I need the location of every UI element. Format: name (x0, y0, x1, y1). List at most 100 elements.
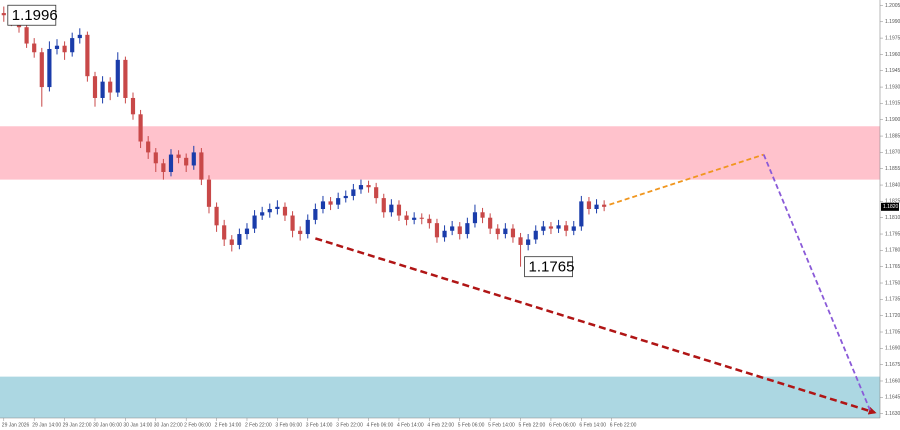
candle-body (579, 201, 584, 227)
candle-body (123, 59, 128, 98)
x-tick-label: 29 Jan 14:00 (32, 422, 61, 428)
candle-body (176, 154, 181, 158)
y-tick-label: 1.1945 (885, 68, 900, 74)
candle-body (32, 43, 37, 53)
candle-body (138, 114, 143, 142)
candle-body (184, 157, 189, 166)
x-tick-label: 30 Jan 06:00 (93, 422, 122, 428)
candle-body (24, 27, 29, 44)
y-tick-label: 1.1780 (885, 248, 900, 254)
candle-body (450, 226, 455, 231)
x-tick-label: 4 Feb 06:00 (367, 422, 394, 428)
forecast-arrow (762, 154, 871, 411)
y-tick-label: 1.1765 (885, 264, 900, 270)
candle-body (252, 215, 257, 229)
y-tick-label: 1.1630 (885, 411, 900, 417)
candle-body (442, 230, 447, 238)
candle-body (526, 239, 531, 245)
candle-body (130, 97, 136, 115)
candle-body (77, 34, 82, 39)
candle-body (336, 198, 341, 205)
candle-body (503, 228, 508, 235)
y-tick-label: 1.2005 (885, 3, 900, 9)
x-tick-label: 4 Feb 22:00 (427, 422, 454, 428)
candle-body (480, 212, 485, 218)
y-tick-label: 1.1930 (885, 84, 900, 90)
x-tick-label: 6 Feb 06:00 (549, 422, 576, 428)
forecast-arrow (609, 153, 765, 206)
candle-body (214, 206, 219, 226)
candle-body (260, 212, 265, 216)
candle-body (472, 212, 478, 224)
y-tick-label: 1.1870 (885, 150, 900, 156)
candle-body (222, 225, 227, 240)
price-label: 1.1765 (529, 259, 575, 276)
candle-body (343, 195, 348, 199)
y-tick-label: 1.1960 (885, 52, 900, 58)
candle-body (100, 81, 105, 98)
candle-body (427, 218, 432, 224)
y-tick-label: 1.1750 (885, 280, 900, 286)
y-tick-label: 1.1720 (885, 313, 900, 319)
last-price-label: 1.1820 (883, 204, 899, 210)
y-tick-label: 1.1855 (885, 166, 900, 172)
price-label-box (7, 4, 57, 26)
candle-body (92, 76, 98, 98)
candle-body (510, 228, 516, 238)
candle-body (237, 234, 242, 245)
y-tick-label: 1.1645 (885, 395, 900, 401)
candle-body (419, 217, 424, 219)
y-tick-label: 1.1990 (885, 19, 900, 25)
forecast-arrow (314, 237, 877, 415)
candle-body (229, 239, 234, 245)
candle-body (206, 179, 212, 207)
candle-body (518, 237, 523, 245)
candle-body (146, 141, 151, 153)
candle-body (161, 163, 166, 172)
y-tick-label: 1.1705 (885, 329, 900, 335)
x-tick-label: 5 Feb 14:00 (488, 422, 515, 428)
candle-body (457, 226, 462, 235)
candle-body (168, 154, 174, 172)
candle-body (495, 228, 500, 235)
candle-body (434, 223, 440, 238)
candle-body (290, 215, 295, 231)
candle-body (586, 201, 592, 209)
x-tick-label: 6 Feb 22:00 (610, 422, 637, 428)
x-tick-label: 2 Feb 22:00 (245, 422, 272, 428)
y-tick-label: 1.1840 (885, 182, 900, 188)
last-price-box (881, 202, 899, 211)
candle-body (115, 59, 120, 93)
candle-body (488, 217, 493, 229)
x-tick-label: 3 Feb 22:00 (336, 422, 363, 428)
x-tick-label: 29 Jan 22:00 (63, 422, 92, 428)
x-tick-label: 30 Jan 22:00 (154, 422, 183, 428)
y-tick-label: 1.1690 (885, 346, 900, 352)
price-label-box (524, 256, 573, 278)
candle-body (396, 204, 402, 216)
candle-body (404, 215, 409, 220)
y-tick-label: 1.1735 (885, 297, 900, 303)
zone (0, 126, 880, 180)
candle-body (548, 226, 554, 229)
candle-body (412, 217, 417, 220)
candle-body (298, 230, 303, 235)
candle-body (320, 201, 326, 209)
candle-body (389, 204, 394, 213)
y-tick-label: 1.1900 (885, 117, 900, 123)
candle-body (571, 226, 576, 231)
candle-body (191, 152, 196, 166)
candle-body (313, 209, 318, 220)
y-tick-label: 1.1675 (885, 362, 900, 368)
x-tick-label: 4 Feb 14:00 (397, 422, 424, 428)
candle-body (85, 34, 90, 77)
y-tick-label: 1.1915 (885, 101, 900, 107)
candle-body (328, 201, 333, 205)
y-tick-label: 1.1975 (885, 35, 900, 41)
candle-body (374, 187, 379, 199)
y-tick-label: 1.1795 (885, 231, 900, 237)
candle-body (267, 209, 272, 213)
candle-body (70, 38, 75, 53)
candle-body (39, 52, 44, 88)
